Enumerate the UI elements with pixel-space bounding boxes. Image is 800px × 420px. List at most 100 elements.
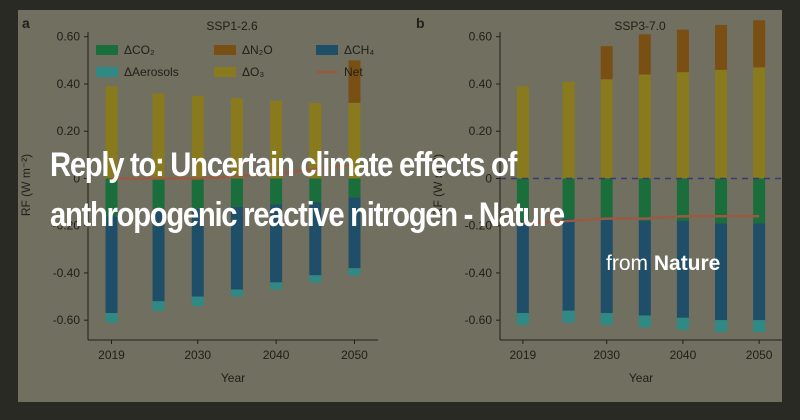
y-tick-label: -0.20: [465, 219, 493, 233]
net-line: [522, 215, 760, 225]
bar-segment: [715, 178, 728, 224]
bar-segment: [348, 268, 361, 276]
y-tick-label: 0: [73, 171, 80, 185]
panel-label: b: [416, 15, 425, 31]
bar-segment: [105, 86, 118, 179]
y-tick-label: -0.60: [465, 313, 493, 327]
y-tick-label: 0.40: [57, 77, 81, 91]
bar-segment: [638, 315, 651, 328]
bar-segment: [152, 93, 165, 179]
legend-label: ΔO₃: [242, 65, 264, 79]
y-tick-label: 0.40: [469, 77, 493, 91]
legend-label: ΔN₂O: [242, 43, 273, 57]
legend-swatch: [214, 67, 236, 77]
x-tick-label: 2019: [510, 348, 537, 362]
bar-segment: [309, 202, 322, 276]
y-tick-label: 0.60: [57, 30, 81, 44]
bar-segment: [600, 218, 613, 314]
bar-segment: [230, 178, 243, 207]
bar-segment: [676, 29, 689, 73]
bar-segment: [715, 69, 728, 179]
bar-segment: [638, 74, 651, 179]
x-tick-label: 2050: [746, 348, 773, 362]
bar-segment: [715, 223, 728, 321]
bar-segment: [600, 178, 613, 219]
bar-segment: [753, 67, 766, 179]
net-line: [111, 163, 355, 180]
y-axis-title: RF (W m⁻²): [19, 154, 33, 216]
x-axis-title: Year: [629, 371, 653, 385]
bar-segment: [562, 218, 575, 311]
y-tick-label: -0.40: [465, 266, 493, 280]
bar-segment: [676, 317, 689, 330]
legend-label: ΔAerosols: [124, 65, 179, 79]
x-tick-label: 2030: [184, 348, 211, 362]
x-tick-label: 2050: [341, 348, 368, 362]
bar-segment: [516, 220, 529, 314]
x-tick-label: 2019: [98, 348, 125, 362]
bar-segment: [516, 178, 529, 221]
legend-swatch: [96, 45, 118, 55]
bar-segment: [309, 275, 322, 283]
y-tick-label: 0.60: [469, 30, 493, 44]
bar-segment: [270, 100, 283, 179]
bar-segment: [676, 72, 689, 179]
bar-segment: [270, 204, 283, 283]
bar-segment: [600, 46, 613, 80]
headline[interactable]: Reply to: Uncertain climate effects of a…: [50, 140, 618, 240]
bar-segment: [191, 296, 204, 307]
legend-label: ΔCO₂: [124, 43, 155, 57]
bar-segment: [309, 178, 322, 203]
bar-segment: [230, 289, 243, 297]
bar-segment: [753, 178, 766, 224]
headline-line-1: Reply to: Uncertain climate effects of: [50, 146, 517, 184]
panel-title: SSP1-2.6: [206, 19, 258, 33]
bar-segment: [715, 24, 728, 70]
bar-segment: [348, 197, 361, 269]
bar-segment: [309, 102, 322, 179]
bar-segment: [270, 282, 283, 290]
bar-segment: [348, 102, 361, 179]
bar-segment: [152, 178, 165, 212]
source-prefix: from: [606, 252, 648, 275]
panel-label: a: [22, 15, 30, 31]
x-tick-label: 2040: [263, 348, 290, 362]
bar-segment: [152, 301, 165, 311]
bar-segment: [230, 98, 243, 179]
bar-segment: [270, 178, 283, 205]
y-tick-label: -0.20: [53, 219, 81, 233]
bar-segment: [516, 313, 529, 325]
y-axis-title: RF (W m⁻²): [431, 154, 445, 216]
bar-segment: [230, 206, 243, 290]
bar-segment: [676, 220, 689, 318]
legend-label: Net: [344, 65, 363, 79]
legend-swatch: [316, 45, 338, 55]
bar-segment: [191, 178, 204, 210]
bar-segment: [753, 20, 766, 68]
bar-segment: [105, 216, 118, 314]
bar-segment: [638, 34, 651, 75]
bar-segment: [348, 178, 361, 198]
bar-segment: [753, 320, 766, 332]
source-attribution: from Nature: [606, 252, 720, 276]
bar-segment: [600, 313, 613, 325]
x-axis-title: Year: [221, 371, 245, 385]
y-tick-label: 0.20: [57, 124, 81, 138]
y-tick-label: 0.20: [469, 124, 493, 138]
chart: a SSP1-2.6 0.60 0.40 0.20 0 -0.20 -0.40 -0.60 201…: [19, 15, 782, 385]
panel-title: SSP3-7.0: [614, 19, 666, 33]
bar-segment: [638, 220, 651, 316]
y-tick-label: -0.40: [53, 266, 81, 280]
legend-label: ΔCH₄: [344, 43, 374, 57]
bar-segment: [600, 79, 613, 179]
y-tick-label: -0.60: [53, 313, 81, 327]
bar-segment: [191, 209, 204, 297]
x-tick-label: 2030: [593, 348, 620, 362]
source-name: Nature: [653, 252, 721, 275]
figure-image: a SSP1-2.6 0.60 0.40 0.20 0 -0.20 -0.40 -0.60 201…: [18, 10, 782, 402]
headline-line-2: anthropogenic reactive nitrogen - Nature: [50, 196, 565, 234]
bar-segment: [562, 310, 575, 323]
y-tick-label: 0: [485, 171, 492, 185]
bar-segment: [152, 211, 165, 302]
